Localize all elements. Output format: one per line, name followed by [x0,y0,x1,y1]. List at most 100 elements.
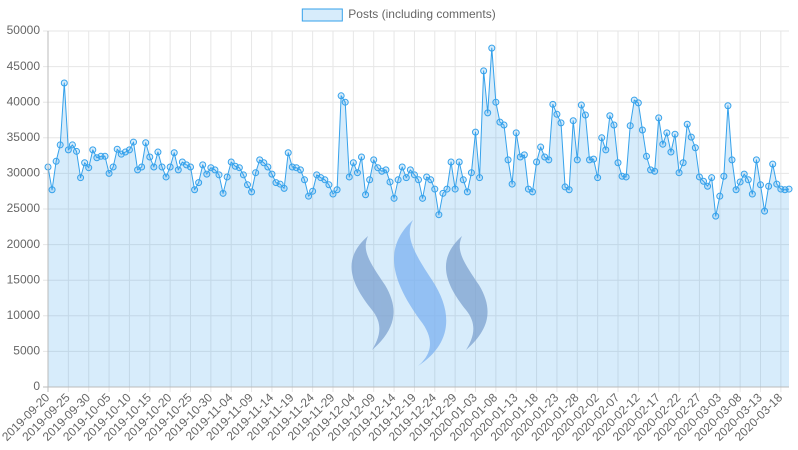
point [716,192,724,200]
point [606,112,614,120]
point [773,180,781,188]
point [492,98,500,106]
y-tick-label: 30000 [7,166,41,180]
point [410,171,418,179]
point [329,190,337,198]
point [459,176,467,184]
point [687,133,695,141]
point [125,146,133,154]
point [211,166,219,174]
point [500,121,508,129]
point [309,187,317,195]
point [419,194,427,202]
y-tick-label: 40000 [7,94,41,108]
point [101,152,109,160]
point [77,174,85,182]
point [386,178,394,186]
point [761,207,769,215]
point [89,146,97,154]
point [81,159,89,167]
point [610,121,618,129]
point [512,129,520,137]
point [333,186,341,194]
point [443,185,451,193]
point [64,146,72,154]
point [252,169,260,177]
point [740,170,748,178]
legend-swatch [301,8,343,22]
point [398,163,406,171]
point [105,169,113,177]
point [301,176,308,184]
y-tick-label: 10000 [7,308,41,322]
point [284,149,292,157]
point [48,186,56,194]
point [557,119,565,127]
point [663,129,671,137]
point [752,156,760,164]
point [765,182,773,190]
point [85,164,93,172]
point [215,171,223,179]
point [537,143,545,151]
point [370,156,378,164]
point [68,141,76,149]
y-tick-label: 0 [33,379,40,393]
point [138,163,146,171]
point [158,163,166,171]
point [154,148,162,156]
point [488,44,496,52]
point [325,181,333,189]
point [520,151,528,159]
point [239,171,247,179]
steem-logo [351,220,488,366]
point [708,174,716,182]
point [565,186,573,194]
point [594,174,602,182]
y-tick-label: 15000 [7,272,41,286]
point [480,67,488,75]
point [785,185,793,193]
point [732,186,740,194]
point [235,164,243,172]
point [366,176,374,184]
point [634,99,642,107]
point [174,166,182,174]
point [476,174,484,182]
point [170,149,178,157]
point [691,144,699,152]
point [455,158,463,166]
point [581,111,589,119]
point [659,140,667,148]
point [162,173,170,181]
point [113,145,121,153]
point [724,102,732,110]
point [431,185,439,193]
point [704,182,712,190]
y-tick-label: 25000 [7,201,41,215]
point [142,139,150,147]
point [675,169,683,177]
point [150,163,158,171]
point [166,163,174,171]
y-tick-label: 45000 [7,59,41,73]
point [415,176,422,184]
legend-label: Posts (including comments) [348,7,495,21]
logo-shape [445,236,488,350]
point [504,156,512,164]
point [276,180,284,188]
point [667,148,675,156]
point [655,114,663,122]
point [362,191,370,199]
point [573,156,581,164]
point [651,167,659,175]
logo-shape [393,220,447,366]
point [394,176,402,184]
point [712,212,720,220]
area [48,48,789,387]
point [195,179,203,187]
point [296,166,304,174]
point [728,156,736,164]
point [614,159,622,167]
point [52,157,60,165]
